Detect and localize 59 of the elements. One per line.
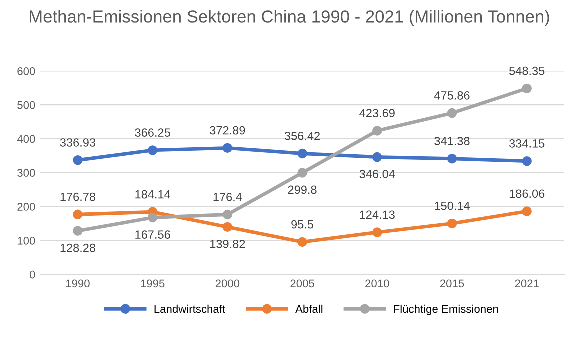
x-tick-label: 2000 bbox=[216, 280, 240, 288]
x-tick-label: 2005 bbox=[290, 280, 314, 288]
data-label: 299.8 bbox=[288, 186, 317, 194]
legend-label: Abfall bbox=[296, 304, 323, 314]
point bbox=[522, 84, 532, 94]
data-label: 95.5 bbox=[292, 220, 314, 229]
point bbox=[447, 154, 458, 164]
data-label: 124.13 bbox=[360, 210, 395, 220]
y-tick-label: 600 bbox=[18, 67, 36, 76]
data-label: 346.04 bbox=[360, 170, 396, 178]
data-label: 548.35 bbox=[510, 66, 545, 76]
point bbox=[222, 210, 233, 220]
point bbox=[447, 218, 458, 229]
y-tick-label: 400 bbox=[17, 135, 36, 144]
data-label: 176.78 bbox=[60, 192, 96, 202]
x-tick-label: 2021 bbox=[515, 280, 539, 288]
data-label: 334.15 bbox=[509, 140, 545, 148]
data-label: 336.93 bbox=[60, 138, 96, 147]
x-tick-label: 1990 bbox=[66, 280, 90, 288]
data-label: 167.56 bbox=[136, 230, 170, 239]
x-tick-label: 1995 bbox=[141, 280, 165, 288]
point bbox=[298, 168, 308, 178]
data-label: 128.28 bbox=[60, 244, 96, 252]
y-tick-label: 100 bbox=[18, 236, 36, 245]
point bbox=[222, 222, 233, 232]
data-label: 150.14 bbox=[435, 202, 470, 210]
legend-label: Flüchtige Emissionen bbox=[394, 304, 498, 316]
data-label: 139.82 bbox=[210, 240, 246, 248]
chart-title: Methan-Emissionen Sektoren China 1990 - 2021 (Millionen Tonnen) bbox=[30, 10, 550, 26]
legend-label: Landwirtschaft bbox=[154, 304, 226, 314]
point bbox=[73, 226, 83, 236]
point bbox=[148, 146, 158, 156]
point bbox=[522, 156, 532, 166]
data-label: 184.14 bbox=[136, 190, 171, 199]
data-label: 341.38 bbox=[434, 137, 470, 146]
point bbox=[73, 156, 83, 166]
point bbox=[73, 210, 83, 220]
data-label: 372.89 bbox=[210, 126, 246, 135]
y-tick-label: 0 bbox=[30, 270, 36, 279]
data-label: 366.25 bbox=[135, 128, 170, 137]
data-label: 356.42 bbox=[284, 132, 320, 140]
x-tick-label: 2015 bbox=[440, 280, 464, 288]
x-tick-label: 2010 bbox=[366, 280, 390, 288]
data-label: 176.4 bbox=[214, 192, 242, 202]
data-label: 186.06 bbox=[510, 190, 545, 198]
point bbox=[222, 143, 233, 154]
point bbox=[372, 126, 382, 136]
data-label: 475.86 bbox=[434, 91, 470, 100]
point bbox=[298, 237, 308, 248]
point bbox=[447, 108, 458, 118]
y-tick-label: 300 bbox=[18, 169, 36, 178]
point bbox=[522, 206, 532, 216]
y-tick-label: 200 bbox=[18, 203, 36, 211]
y-tick-label: 500 bbox=[18, 101, 36, 110]
point bbox=[298, 148, 308, 159]
point bbox=[148, 212, 158, 223]
point bbox=[372, 228, 382, 238]
data-label: 423.69 bbox=[360, 109, 395, 118]
point bbox=[372, 152, 382, 162]
